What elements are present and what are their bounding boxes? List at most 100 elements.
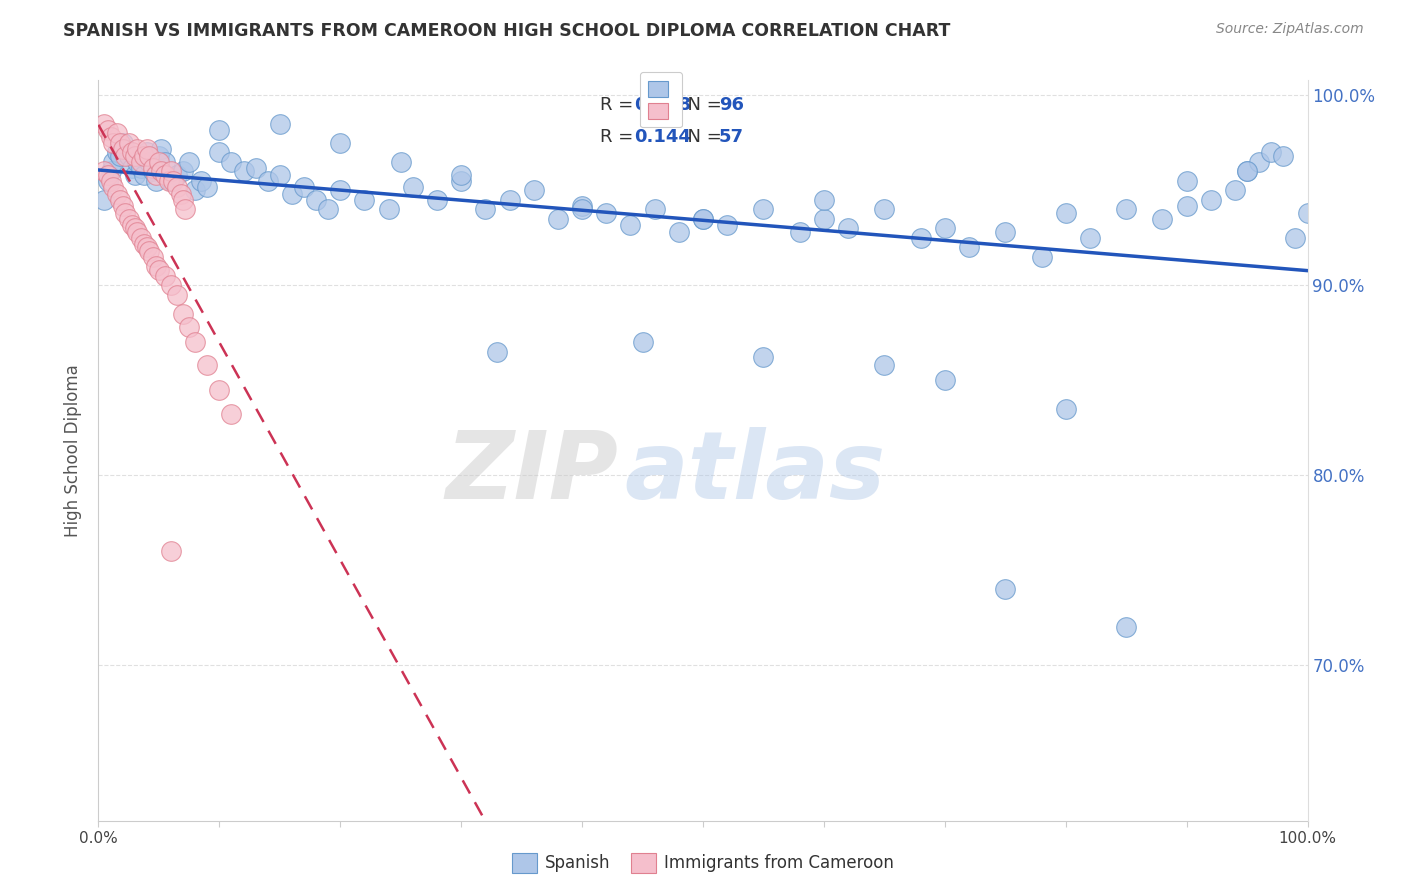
Point bbox=[1236, 164, 1258, 178]
Text: atlas: atlas bbox=[624, 426, 886, 518]
Point bbox=[121, 161, 143, 175]
Point bbox=[160, 164, 183, 178]
Point bbox=[426, 193, 449, 207]
Point bbox=[93, 117, 115, 131]
Text: ZIP: ZIP bbox=[446, 426, 619, 518]
Point bbox=[166, 287, 188, 301]
Point bbox=[389, 155, 412, 169]
Point bbox=[172, 193, 194, 207]
Legend: Spanish, Immigrants from Cameroon: Spanish, Immigrants from Cameroon bbox=[505, 847, 901, 880]
Point bbox=[148, 155, 170, 169]
Point bbox=[108, 149, 131, 163]
Point bbox=[114, 206, 136, 220]
Point bbox=[631, 335, 654, 350]
Point bbox=[1152, 211, 1174, 226]
Point bbox=[547, 211, 569, 226]
Point bbox=[353, 193, 375, 207]
Point bbox=[111, 142, 134, 156]
Point bbox=[111, 198, 134, 212]
Point bbox=[108, 193, 131, 207]
Point bbox=[1078, 231, 1101, 245]
Point bbox=[111, 136, 134, 150]
Point bbox=[752, 351, 775, 365]
Point bbox=[108, 136, 131, 150]
Point bbox=[162, 174, 184, 188]
Point bbox=[145, 168, 167, 182]
Point bbox=[232, 164, 254, 178]
Point bbox=[269, 117, 291, 131]
Point bbox=[221, 155, 243, 169]
Point bbox=[114, 149, 136, 163]
Point bbox=[934, 221, 956, 235]
Point bbox=[127, 225, 149, 239]
Point bbox=[957, 240, 980, 254]
Point bbox=[910, 231, 932, 245]
Point bbox=[138, 155, 160, 169]
Point bbox=[166, 179, 188, 194]
Text: 96: 96 bbox=[718, 95, 744, 113]
Point bbox=[97, 174, 120, 188]
Point bbox=[208, 122, 231, 136]
Point bbox=[571, 198, 593, 212]
Point bbox=[142, 164, 165, 178]
Point bbox=[160, 278, 183, 293]
Point bbox=[129, 155, 152, 169]
Point bbox=[837, 221, 859, 235]
Point bbox=[150, 164, 173, 178]
Point bbox=[1284, 231, 1306, 245]
Point bbox=[134, 236, 156, 251]
Text: SPANISH VS IMMIGRANTS FROM CAMEROON HIGH SCHOOL DIPLOMA CORRELATION CHART: SPANISH VS IMMIGRANTS FROM CAMEROON HIGH… bbox=[63, 22, 950, 40]
Point bbox=[195, 358, 218, 372]
Point bbox=[1249, 155, 1271, 169]
Point bbox=[135, 240, 157, 254]
Point bbox=[523, 183, 546, 197]
Point bbox=[153, 268, 176, 283]
Legend: , : , bbox=[640, 72, 682, 128]
Point bbox=[1236, 164, 1258, 178]
Point bbox=[184, 335, 207, 350]
Point bbox=[129, 161, 152, 175]
Point bbox=[450, 168, 472, 182]
Point bbox=[118, 136, 141, 150]
Point bbox=[93, 164, 115, 178]
Point bbox=[169, 187, 191, 202]
Point bbox=[124, 149, 146, 163]
Y-axis label: High School Diploma: High School Diploma bbox=[65, 364, 83, 537]
Point bbox=[124, 168, 146, 182]
Point bbox=[179, 320, 201, 334]
Point bbox=[93, 193, 115, 207]
Text: N =: N = bbox=[676, 95, 728, 113]
Point bbox=[145, 174, 167, 188]
Point bbox=[127, 155, 149, 169]
Point bbox=[121, 145, 143, 160]
Point bbox=[100, 174, 122, 188]
Text: R =: R = bbox=[600, 95, 640, 113]
Point bbox=[101, 136, 124, 150]
Point bbox=[148, 263, 170, 277]
Point bbox=[329, 136, 352, 150]
Point bbox=[121, 218, 143, 232]
Point bbox=[1223, 183, 1246, 197]
Point bbox=[174, 202, 197, 217]
Point bbox=[934, 373, 956, 387]
Point bbox=[813, 211, 835, 226]
Point bbox=[208, 145, 231, 160]
Point bbox=[644, 202, 666, 217]
Text: N =: N = bbox=[676, 128, 728, 145]
Point bbox=[101, 179, 124, 194]
Point bbox=[100, 130, 122, 145]
Point bbox=[1296, 206, 1319, 220]
Point bbox=[377, 202, 399, 217]
Point bbox=[101, 155, 124, 169]
Point bbox=[1054, 401, 1077, 416]
Point bbox=[1031, 250, 1053, 264]
Point bbox=[716, 218, 738, 232]
Point bbox=[1272, 149, 1295, 163]
Point bbox=[269, 168, 291, 182]
Text: 57: 57 bbox=[718, 128, 744, 145]
Point bbox=[135, 145, 157, 160]
Point bbox=[135, 142, 157, 156]
Point bbox=[166, 168, 188, 182]
Point bbox=[256, 174, 278, 188]
Point bbox=[129, 231, 152, 245]
